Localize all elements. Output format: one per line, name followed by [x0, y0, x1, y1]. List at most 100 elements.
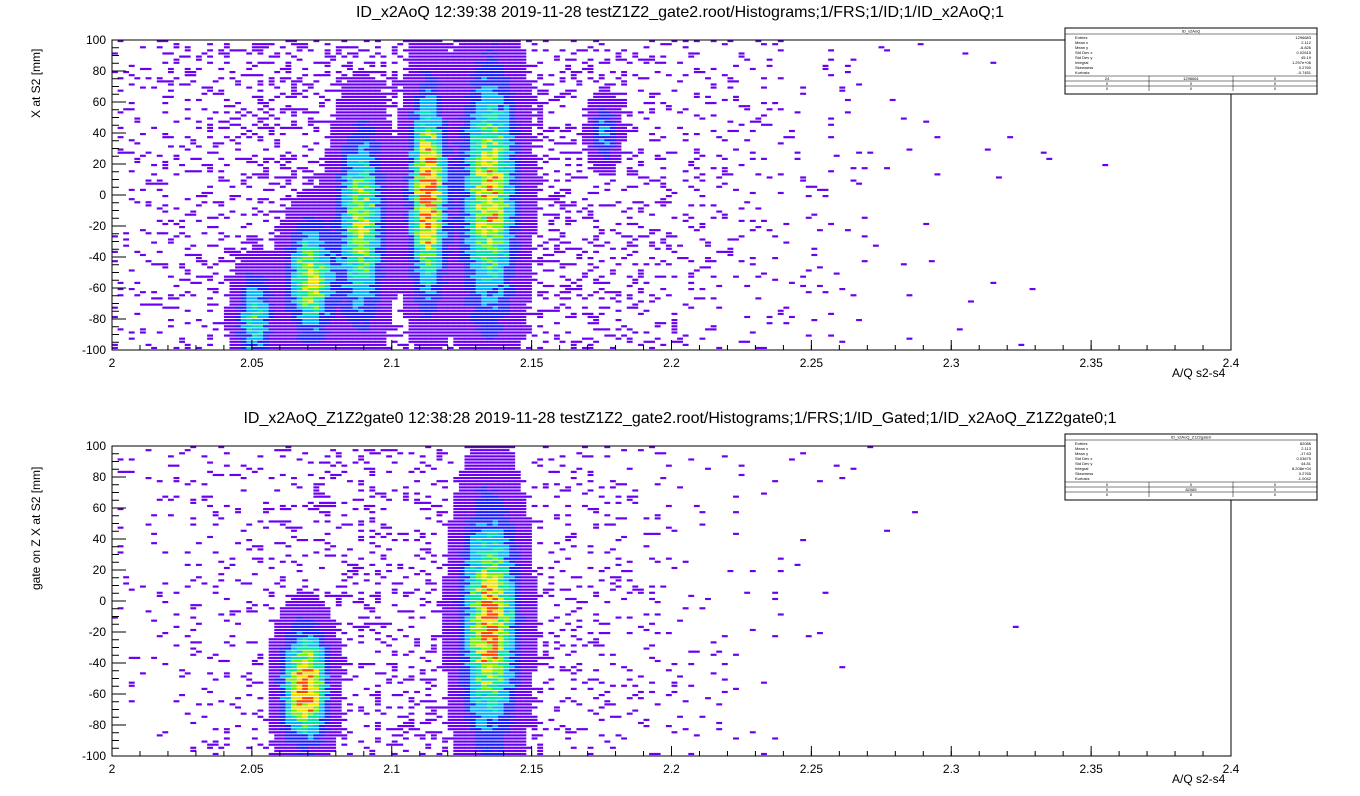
heatmap-cell	[363, 123, 370, 126]
heatmap-cell	[442, 288, 448, 291]
heatmap-cell	[374, 300, 381, 303]
heatmap-cell	[218, 142, 225, 145]
heatmap-cell	[419, 306, 426, 309]
heatmap-cell	[481, 319, 488, 322]
heatmap-cell	[486, 198, 493, 201]
heatmap-cell	[223, 179, 230, 182]
heatmap-cell	[251, 346, 258, 350]
heatmap-cell	[514, 151, 521, 154]
heatmap-cell	[268, 126, 275, 129]
heatmap-cell	[374, 182, 381, 185]
heatmap-cell	[430, 222, 437, 226]
heatmap-cell	[291, 291, 297, 294]
heatmap-cell	[134, 160, 141, 164]
heatmap-cell	[486, 278, 493, 281]
heatmap-cell	[319, 95, 325, 98]
heatmap-cell	[408, 281, 415, 284]
heatmap-cell	[509, 331, 516, 334]
heatmap-cell	[425, 123, 432, 126]
heatmap-cell	[509, 281, 516, 284]
heatmap-cell	[442, 291, 448, 294]
heatmap-cell	[380, 133, 387, 136]
heatmap-cell	[117, 40, 124, 43]
heatmap-cell	[229, 210, 236, 213]
heatmap-cell	[498, 219, 504, 222]
heatmap-cell	[324, 272, 331, 275]
heatmap-cell	[447, 309, 454, 312]
heatmap-cell	[123, 151, 130, 154]
heatmap-cell	[464, 108, 471, 111]
heatmap-cell	[526, 157, 532, 160]
heatmap-cell	[313, 300, 320, 303]
heatmap-cell	[531, 164, 538, 167]
heatmap-cell	[453, 98, 460, 102]
heatmap-cell	[173, 207, 180, 210]
heatmap-cell	[279, 291, 286, 294]
heatmap-cell	[430, 176, 437, 179]
heatmap-cell	[246, 67, 253, 71]
heatmap-cell	[128, 139, 135, 142]
heatmap-cell	[263, 266, 269, 269]
heatmap-cell	[414, 145, 421, 148]
heatmap-cell	[475, 331, 482, 334]
heatmap-cell	[430, 340, 437, 343]
heatmap-cell	[402, 86, 409, 89]
heatmap-cell	[251, 43, 258, 46]
heatmap-cell	[531, 43, 538, 46]
heatmap-cell	[430, 139, 437, 142]
heatmap-cell	[386, 257, 393, 260]
heatmap-cell	[319, 334, 325, 337]
heatmap-cell	[391, 222, 398, 226]
heatmap-cell	[531, 226, 538, 229]
heatmap-cell	[380, 102, 387, 105]
heatmap-cell	[352, 263, 359, 266]
heatmap-cell	[520, 232, 527, 235]
heatmap-cell	[531, 195, 538, 198]
heatmap-cell	[391, 250, 398, 253]
heatmap-cell	[335, 179, 342, 182]
heatmap-cell	[352, 253, 359, 257]
heatmap-cell	[235, 315, 241, 319]
heatmap-cell	[498, 306, 504, 309]
heatmap-cell	[436, 238, 443, 241]
heatmap-cell	[425, 151, 432, 154]
heatmap-cell	[346, 325, 353, 328]
heatmap-cell	[464, 188, 471, 191]
heatmap-cell	[509, 92, 516, 95]
heatmap-cell	[509, 136, 516, 139]
heatmap-cell	[542, 154, 549, 157]
heatmap-cell	[263, 198, 269, 201]
heatmap-cell	[402, 126, 409, 129]
heatmap-cell	[363, 142, 370, 145]
heatmap-cell	[352, 322, 359, 325]
heatmap-cell	[475, 232, 482, 235]
heatmap-cell	[442, 222, 448, 226]
heatmap-cell	[430, 229, 437, 232]
heatmap-cell	[486, 92, 493, 95]
heatmap-cell	[425, 303, 432, 306]
heatmap-cell	[486, 300, 493, 303]
heatmap-cell	[470, 315, 476, 319]
heatmap-cell	[335, 52, 342, 55]
heatmap-cell	[408, 315, 415, 319]
heatmap-cell	[391, 52, 398, 55]
heatmap-cell	[464, 167, 471, 170]
heatmap-cell	[458, 40, 465, 43]
heatmap-cell	[346, 275, 353, 278]
heatmap-cell	[279, 278, 286, 281]
heatmap-cell	[565, 315, 572, 319]
heatmap-cell	[369, 176, 376, 179]
heatmap-cell	[408, 303, 415, 306]
heatmap-cell	[425, 343, 432, 346]
heatmap-cell	[184, 291, 191, 294]
heatmap-cell	[335, 272, 342, 275]
heatmap-cell	[296, 49, 303, 52]
heatmap-cell	[470, 238, 476, 241]
heatmap-cell	[162, 164, 169, 167]
heatmap-cell	[486, 49, 493, 52]
heatmap-cell	[509, 263, 516, 266]
heatmap-cell	[475, 219, 482, 222]
heatmap-cell	[442, 334, 448, 337]
heatmap-cell	[408, 253, 415, 257]
heatmap-cell	[486, 253, 493, 257]
